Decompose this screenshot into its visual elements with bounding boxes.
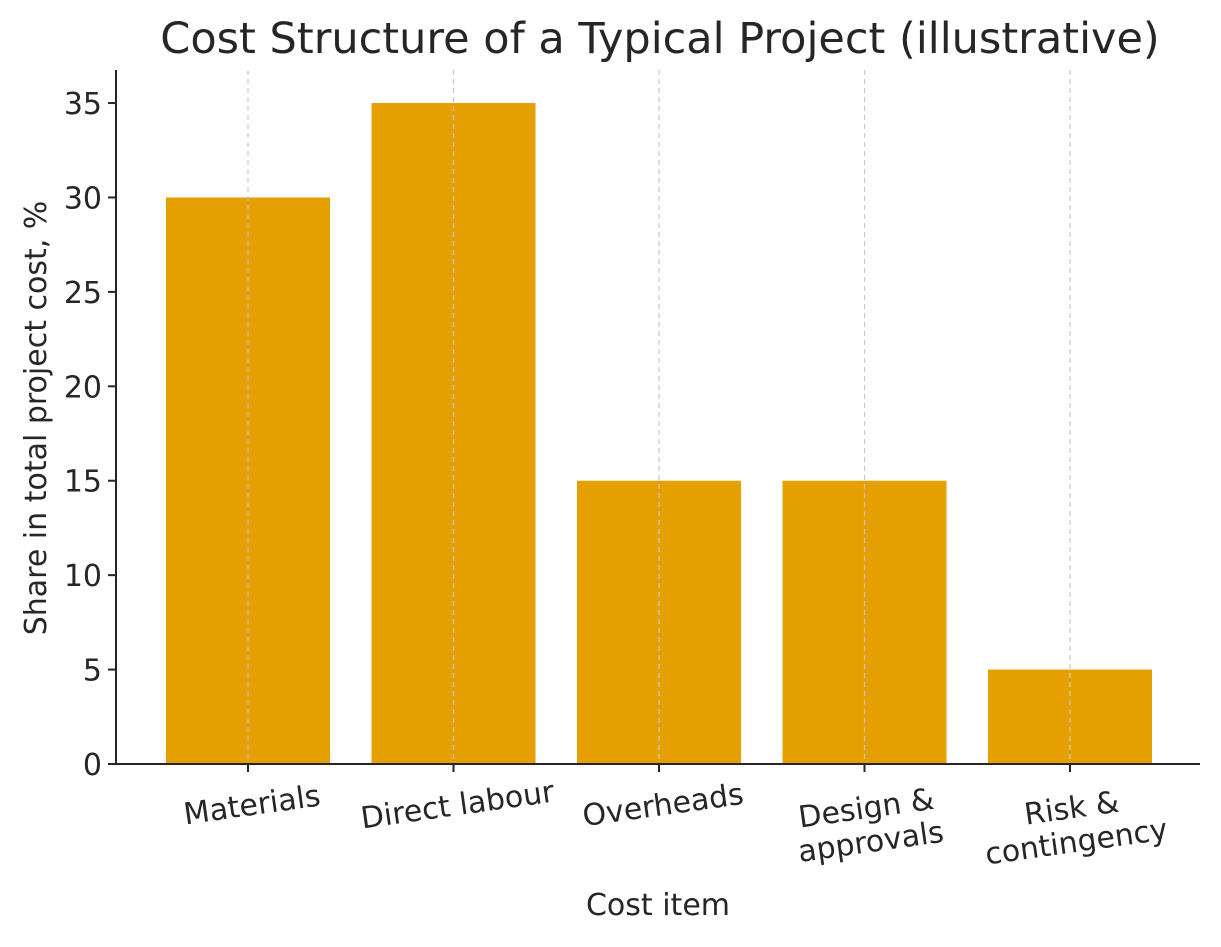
x-axis-ticks: Materials Direct labour Overheads Design &a…: [182, 764, 1170, 872]
x-tick-label: Overheads: [580, 777, 745, 834]
y-tick-label: 30: [64, 181, 102, 216]
y-tick-label: 25: [64, 276, 102, 311]
grid-lines: [247, 70, 1071, 764]
chart-title: Cost Structure of a Typical Project (ill…: [160, 14, 1159, 64]
x-tick-label: Direct labour: [359, 775, 557, 837]
x-tick-label: Risk &contingency: [978, 779, 1170, 873]
y-tick-label: 10: [64, 559, 102, 594]
x-tick-label: Design &approvals: [791, 781, 946, 870]
x-tick-label-line: Materials: [182, 779, 323, 833]
y-tick-label: 5: [83, 654, 102, 689]
x-tick-label-line: Direct labour: [359, 775, 557, 837]
x-tick-label-line: Overheads: [580, 777, 745, 834]
y-tick-label: 20: [64, 370, 102, 405]
x-axis-label: Cost item: [586, 888, 730, 923]
y-tick-label: 35: [64, 87, 102, 122]
x-tick-label: Materials: [182, 779, 323, 833]
y-tick-label: 0: [83, 748, 102, 783]
y-axis-label: Share in total project cost, %: [19, 201, 54, 636]
y-tick-label: 15: [64, 465, 102, 500]
y-axis-ticks: 0 5 10 15 20 25 30 35: [64, 87, 116, 783]
bar: [166, 197, 330, 765]
